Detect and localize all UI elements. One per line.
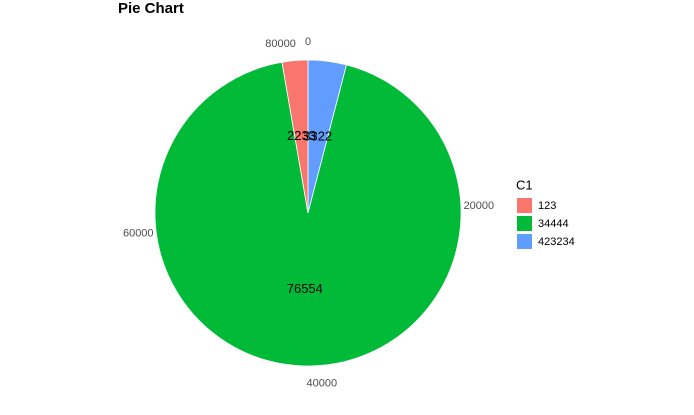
legend-label: 34444 <box>538 218 569 230</box>
theta-tick-label: 40000 <box>306 377 337 389</box>
pie-slice <box>281 59 309 214</box>
legend-key <box>517 234 532 249</box>
legend-label: 423234 <box>538 236 575 248</box>
theta-tick-label: 0 <box>305 36 311 48</box>
value-label: 76554 <box>287 281 323 296</box>
theta-tick-label: 20000 <box>464 200 495 212</box>
theta-tick-label: 80000 <box>265 38 296 50</box>
legend-key <box>517 216 532 231</box>
pie-slice <box>154 61 462 367</box>
legend-key <box>517 198 532 213</box>
theta-tick-label: 60000 <box>123 228 154 240</box>
chart-title: Pie Chart <box>118 0 184 17</box>
legend-label: 123 <box>538 200 556 212</box>
value-label: 3322 <box>303 129 332 144</box>
legend-title: C1 <box>516 177 533 192</box>
value-label: 2233 <box>287 128 316 143</box>
